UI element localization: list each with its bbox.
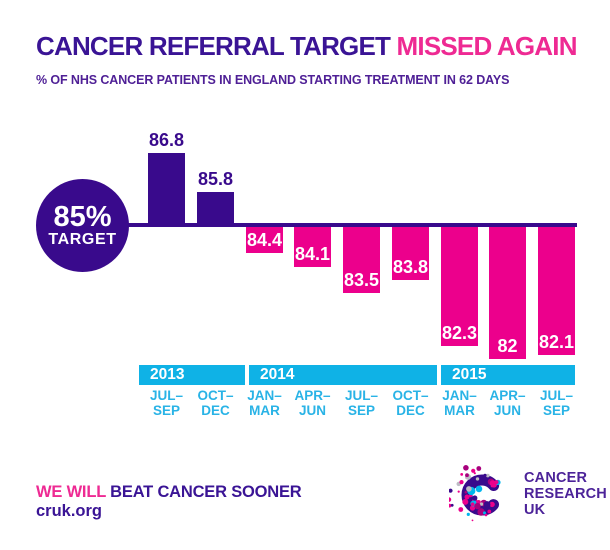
target-value: 85% [53, 200, 112, 233]
bar-apr-jun: 84.1 [294, 227, 331, 267]
logo-line: RESEARCH [524, 486, 607, 502]
bar-jan-mar: 82.3 [441, 227, 478, 346]
cruk-logo-text: CANCER RESEARCH UK [524, 470, 607, 518]
x-axis-quarter-label: APR– JUN [294, 388, 331, 418]
chart-subtitle: % OF NHS CANCER PATIENTS IN ENGLAND STAR… [36, 73, 510, 87]
bar-value-label: 85.8 [197, 169, 234, 189]
year-band-2015: 2015 [441, 365, 575, 385]
cruk-url: cruk.org [36, 502, 103, 520]
bar-jul-sep: 86.8 [148, 130, 185, 223]
x-axis-quarter-label: JAN– MAR [442, 388, 477, 418]
tagline-rest: BEAT CANCER SOONER [110, 483, 302, 501]
target-badge: 85% TARGET [36, 179, 129, 272]
bar-value-label: 86.8 [148, 130, 185, 150]
bar-jan-mar: 84.4 [246, 227, 283, 253]
x-axis-quarter-label: APR– JUN [489, 388, 526, 418]
year-band-2013: 2013 [139, 365, 245, 385]
logo-line: CANCER [524, 470, 588, 486]
footer-tagline: WE WILL BEAT CANCER SOONER [36, 483, 302, 502]
bar-value-label: 84.1 [294, 244, 331, 264]
x-axis-quarter-label: JUL– SEP [344, 388, 378, 418]
page-title: CANCER REFERRAL TARGET MISSED AGAIN [36, 31, 577, 62]
cruk-logo-c-icon [449, 465, 503, 522]
target-label: TARGET [48, 230, 117, 248]
title-main: CANCER REFERRAL TARGET [36, 31, 391, 61]
title-highlight: MISSED AGAIN [396, 31, 578, 61]
bar-jul-sep: 83.5 [343, 227, 380, 293]
bar-value-label: 82 [497, 336, 518, 356]
bar-value-label: 83.5 [343, 270, 380, 290]
x-axis-quarter-label: JUL– SEP [539, 388, 573, 418]
x-axis-quarter-label: JUL– SEP [149, 388, 183, 418]
year-band-2014: 2014 [249, 365, 437, 385]
bar-oct-dec: 83.8 [392, 227, 429, 280]
bar-apr-jun: 82 [489, 227, 526, 359]
bar-value-label: 84.4 [246, 230, 283, 250]
bar-value-label: 82.1 [538, 332, 575, 352]
bar-value-label: 82.3 [441, 323, 478, 343]
bar-oct-dec: 85.8 [197, 169, 234, 223]
x-axis-quarter-label: JAN– MAR [247, 388, 282, 418]
logo-line: UK [524, 502, 546, 518]
x-axis-quarter-label: OCT– DEC [197, 388, 234, 418]
x-axis-quarter-label: OCT– DEC [392, 388, 429, 418]
bar-jul-sep: 82.1 [538, 227, 575, 355]
bar-value-label: 83.8 [392, 257, 429, 277]
target-line [100, 223, 577, 227]
tagline-highlight: WE WILL [36, 483, 106, 501]
